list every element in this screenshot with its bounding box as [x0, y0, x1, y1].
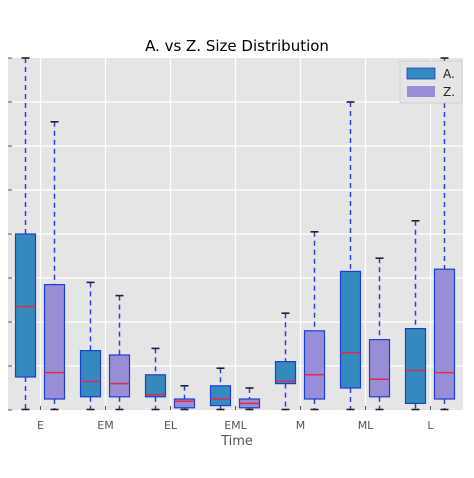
box-A-ML — [339, 101, 362, 411]
x-tick-label: ML — [358, 419, 374, 432]
legend-label: Z. — [443, 85, 455, 99]
box-body — [209, 385, 232, 407]
y-axis-ticks — [8, 57, 12, 411]
box-body — [173, 398, 196, 409]
x-tick-label: EL — [164, 419, 178, 432]
box-body — [79, 350, 102, 398]
x-tick-label: M — [296, 419, 306, 432]
legend-label: A. — [443, 67, 455, 81]
boxes — [14, 57, 456, 411]
legend: A. Z. — [399, 60, 463, 104]
legend-swatch — [407, 86, 435, 97]
box-Z-EM — [108, 294, 131, 411]
x-axis-label: Time — [220, 434, 253, 449]
box-body — [339, 270, 362, 389]
box-body — [368, 339, 391, 398]
box-A-E — [14, 57, 37, 411]
box-Z-L — [433, 57, 456, 411]
box-body — [43, 284, 66, 400]
box-Z-M — [303, 231, 326, 411]
x-tick-label: E — [37, 419, 44, 432]
box-A-EL — [144, 347, 167, 411]
box-Z-EML — [238, 387, 261, 411]
box-A-M — [274, 312, 297, 411]
box-body — [14, 233, 37, 378]
box-body — [144, 374, 167, 398]
x-tick-label: L — [427, 419, 434, 432]
box-body — [433, 268, 456, 400]
x-axis-ticks: E EM EL EML M ML L — [37, 406, 434, 432]
grid-lines — [8, 58, 463, 410]
box-body — [303, 330, 326, 400]
x-tick-label: EM — [97, 419, 113, 432]
box-A-L — [404, 220, 427, 411]
x-tick-label: EML — [224, 419, 247, 432]
box-body — [274, 361, 297, 385]
legend-swatch — [406, 67, 436, 80]
box-Z-E — [43, 121, 66, 411]
chart-title: A. vs Z. Size Distribution — [145, 37, 329, 55]
box-A-EML — [209, 367, 232, 411]
box-A-EM — [79, 281, 102, 411]
box-Z-ML — [368, 257, 391, 411]
box-body — [404, 328, 427, 405]
box-body — [108, 354, 131, 398]
box-Z-EL — [173, 384, 196, 411]
